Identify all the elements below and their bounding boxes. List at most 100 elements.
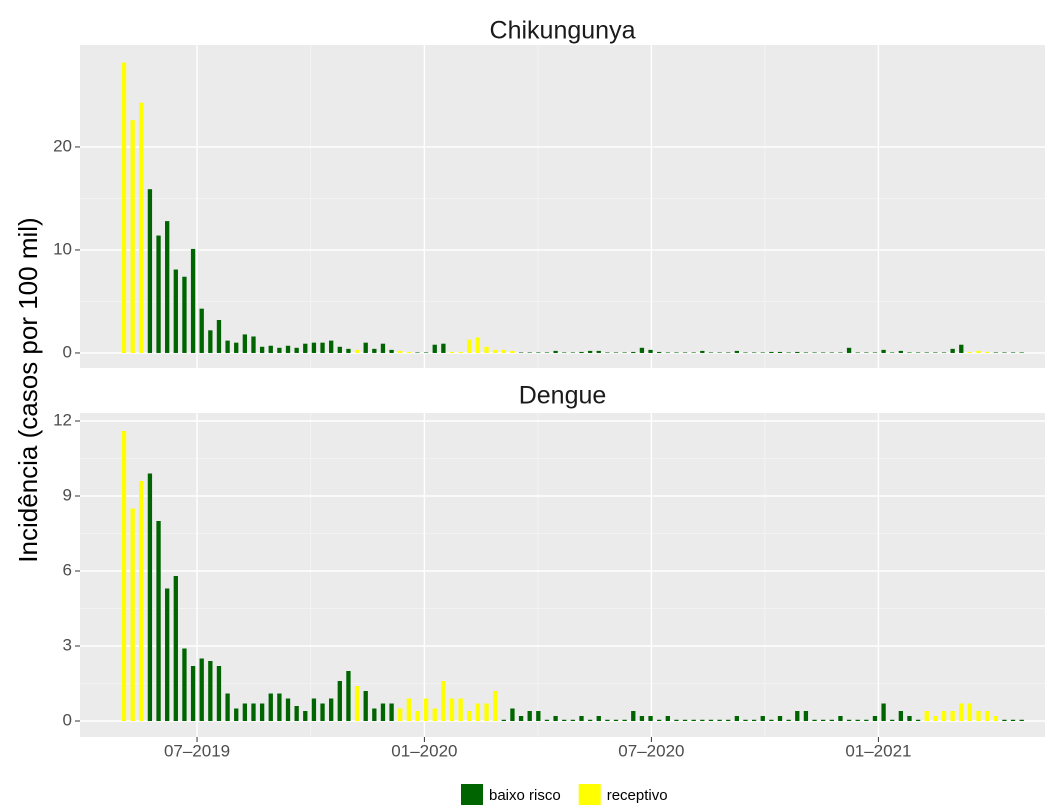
bar: [846, 347, 852, 353]
bar: [648, 716, 653, 721]
bar: [553, 350, 558, 353]
bar: [587, 350, 593, 353]
bar: [890, 719, 895, 721]
y-tick-label: 6: [63, 560, 72, 579]
bar: [432, 344, 437, 353]
bar: [294, 347, 299, 353]
bar: [277, 693, 282, 721]
bar: [1002, 352, 1007, 353]
legend-label: baixo risco: [489, 787, 561, 804]
bar: [458, 351, 463, 353]
bar: [570, 719, 576, 721]
bar: [881, 349, 886, 353]
bar: [631, 351, 636, 353]
x-tick-label: 01–2021: [845, 741, 911, 760]
bar: [682, 719, 688, 721]
bar: [147, 473, 153, 721]
bar: [398, 350, 403, 353]
y-axis-label: Incidência (casos por 100 mil): [13, 217, 43, 562]
bar: [829, 719, 834, 721]
bar: [303, 711, 308, 721]
bar: [950, 711, 955, 721]
bar: [449, 698, 455, 721]
bar: [182, 276, 187, 353]
bar: [993, 716, 998, 721]
bar: [933, 352, 938, 353]
bar: [225, 340, 230, 353]
bar: [285, 698, 291, 721]
bar: [622, 352, 627, 353]
y-tick-label: 3: [63, 635, 72, 654]
bar: [562, 352, 567, 353]
bar: [1010, 719, 1016, 721]
bar: [173, 576, 178, 721]
bar: [199, 308, 204, 353]
bar: [363, 691, 368, 721]
bar: [924, 352, 929, 353]
bar: [475, 337, 481, 353]
bar: [156, 235, 161, 353]
legend-swatch: [461, 784, 483, 805]
bar: [769, 351, 774, 353]
y-tick-label: 20: [53, 136, 72, 155]
bar: [803, 352, 809, 353]
bar: [985, 711, 990, 721]
bar: [743, 352, 748, 353]
bar: [579, 351, 584, 353]
bar: [130, 508, 135, 721]
bar: [415, 352, 420, 353]
bar: [613, 352, 619, 353]
bar: [329, 340, 334, 353]
bar: [691, 719, 696, 721]
bar: [147, 189, 153, 353]
bar: [760, 716, 765, 721]
bar: [924, 711, 929, 721]
panel-background: [80, 45, 1045, 368]
bar: [596, 350, 601, 353]
bar: [372, 708, 377, 721]
bar: [406, 698, 412, 721]
bar: [285, 345, 291, 353]
bar: [751, 352, 757, 353]
bar: [536, 711, 541, 721]
bar: [795, 711, 800, 721]
bar: [208, 330, 213, 353]
bar: [700, 719, 705, 721]
bar: [303, 343, 308, 353]
bar: [717, 719, 722, 721]
bar: [596, 716, 601, 721]
bar: [829, 352, 834, 353]
bar: [294, 706, 299, 721]
bar: [251, 703, 256, 721]
bar: [139, 481, 144, 721]
bar: [475, 703, 481, 721]
bar: [1002, 719, 1007, 721]
bar: [976, 350, 981, 353]
bar: [717, 352, 722, 353]
bar: [329, 698, 334, 721]
bar: [216, 666, 222, 721]
bar: [890, 352, 895, 353]
bar: [234, 342, 239, 353]
bar: [311, 342, 317, 353]
bar: [346, 348, 351, 353]
bar: [562, 719, 567, 721]
bar: [173, 269, 178, 353]
bar: [501, 719, 506, 721]
bar: [898, 350, 904, 353]
bar: [639, 716, 645, 721]
bar: [708, 719, 714, 721]
bar: [277, 347, 282, 353]
bar: [950, 348, 955, 353]
bar: [751, 719, 757, 721]
bar: [441, 343, 446, 353]
bar: [674, 352, 679, 353]
bar: [518, 352, 524, 353]
bar: [941, 352, 947, 353]
bar: [527, 711, 532, 721]
bar: [423, 352, 429, 353]
bar: [898, 711, 904, 721]
bar: [933, 716, 938, 721]
bar: [139, 102, 144, 353]
bar: [777, 351, 783, 353]
